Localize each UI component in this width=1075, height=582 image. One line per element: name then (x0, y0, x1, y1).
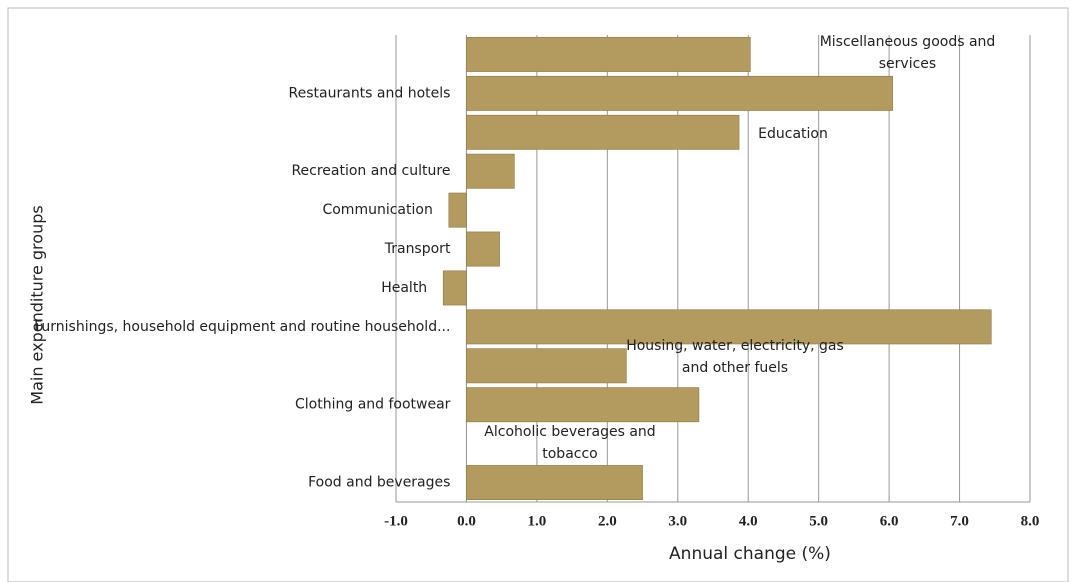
bar (466, 153, 515, 189)
x-axis-title: Annual change (%) (669, 544, 831, 564)
x-tick-label: -1.0 (384, 513, 408, 529)
category-label: Transport (384, 241, 451, 257)
x-tick-label: 3.0 (668, 513, 687, 529)
category-label: Clothing and footwear (295, 397, 451, 413)
x-tick-label: 4.0 (739, 513, 758, 529)
x-tick-label: 2.0 (598, 513, 617, 529)
category-label: Education (758, 126, 828, 142)
x-tick-label: 7.0 (950, 513, 969, 529)
bar (466, 114, 740, 150)
x-tick-label: 8.0 (1021, 513, 1040, 529)
x-tick-label: 0.0 (457, 513, 476, 529)
bar (466, 387, 700, 423)
bar (466, 37, 751, 72)
bar (466, 231, 500, 267)
category-label: Recreation and culture (291, 163, 450, 179)
category-label: Food and beverages (308, 475, 450, 491)
category-label: Restaurants and hotels (289, 85, 451, 101)
x-tick-label: 1.0 (528, 513, 547, 529)
bar (466, 75, 893, 111)
bar (448, 192, 467, 228)
category-label: Housing, water, electricity, gas and oth… (626, 338, 844, 376)
category-label: Furnishings, household equipment and rou… (34, 319, 450, 335)
x-tick-label: 5.0 (809, 513, 828, 529)
bar (442, 270, 467, 306)
bar (466, 309, 992, 345)
x-tick-label: 6.0 (880, 513, 899, 529)
category-label: Alcoholic beverages and tobacco (484, 424, 656, 462)
category-label: Communication (322, 202, 432, 218)
y-axis-title: Main expenditure groups (28, 205, 47, 404)
category-label: Miscellaneous goods and services (819, 34, 996, 72)
category-label: Health (381, 280, 427, 296)
bar (466, 465, 643, 500)
frame (7, 7, 1069, 582)
bar (466, 348, 627, 384)
